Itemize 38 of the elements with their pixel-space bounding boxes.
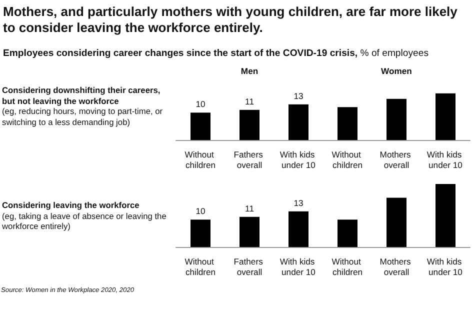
data-label: 13 <box>294 198 304 208</box>
text: Women <box>381 66 412 76</box>
bar <box>190 112 210 140</box>
bar <box>436 184 456 247</box>
x-tick-label: Fathers overall <box>234 256 266 277</box>
x-tick-label: With kids under 10 <box>426 149 464 170</box>
bar <box>386 198 406 247</box>
data-label: 13 <box>294 90 304 101</box>
x-tick-label: Fathers overall <box>234 149 266 170</box>
data-label: 10 <box>196 206 206 216</box>
text: Men <box>240 66 258 76</box>
text: Considering leaving the workforce <box>2 200 140 210</box>
text: Employees considering career changes since the start of the COVID-19 crisis, % of employees <box>3 48 430 59</box>
text: Considering downshifting their careers, but not leaving the workforce <box>2 85 160 106</box>
bar <box>288 211 308 247</box>
text: Mothers, and particularly mothers with young children, are far more likely to consider leaving the workforce entirely. <box>3 4 458 36</box>
data-label: 11 <box>245 203 254 214</box>
text: (eg, taking a leave of absence or leaving the workforce entirely) <box>2 210 166 231</box>
bar <box>240 216 260 247</box>
x-tick-label: Without children <box>184 149 216 170</box>
bar <box>240 110 260 140</box>
x-tick-label: With kids under 10 <box>280 256 318 277</box>
text: (eg, reducing hours, moving to part-time, or switching to a less demanding job) <box>2 106 163 126</box>
x-tick-label: Mothers overall <box>380 149 414 170</box>
data-label: 11 <box>245 96 254 106</box>
data-label: 10 <box>196 99 206 110</box>
bar <box>338 107 358 140</box>
x-tick-label: Without children <box>332 256 364 277</box>
bar <box>190 220 210 247</box>
x-tick-label: Mothers overall <box>380 256 414 277</box>
x-tick-label: Without children <box>184 256 216 277</box>
x-tick-label: With kids under 10 <box>426 256 464 277</box>
bar <box>338 220 358 247</box>
bar <box>436 93 456 140</box>
bar <box>386 98 406 140</box>
bar <box>288 104 308 140</box>
x-tick-label: With kids under 10 <box>280 149 318 170</box>
x-tick-label: Without children <box>332 149 364 170</box>
